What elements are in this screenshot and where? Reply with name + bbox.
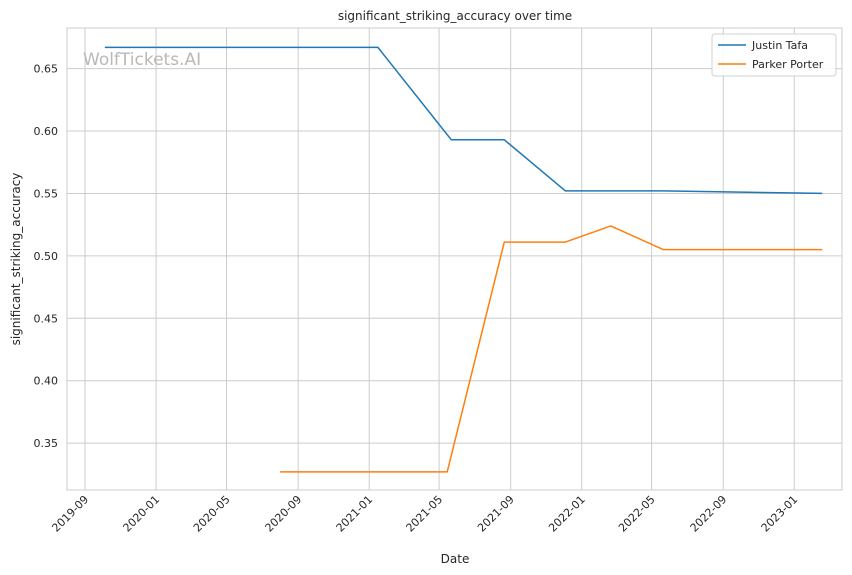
x-tick-label: 2022-09 [688,493,730,535]
x-tick-label: 2021-01 [334,493,376,535]
chart-title: significant_striking_accuracy over time [338,9,572,23]
y-tick-label: 0.65 [34,63,59,76]
series-lines [104,46,823,473]
x-tick-label: 2019-09 [49,493,91,535]
x-axis-label: Date [441,552,470,566]
y-axis-ticks: 0.35 0.40 0.45 0.50 0.55 0.60 0.65 [34,63,59,451]
x-tick-label: 2021-05 [403,493,445,535]
plot-frame [66,27,843,491]
x-tick-label: 2022-05 [616,493,658,535]
x-tick-label: 2020-09 [263,493,305,535]
plot-background [67,28,842,490]
legend: Justin Tafa Parker Porter [711,33,837,77]
x-axis-ticks: 2019-09 2020-01 2020-05 2020-09 2021-01 2021-… [49,493,800,535]
series-line-justin-tafa [104,46,823,195]
y-tick-label: 0.50 [34,250,59,263]
y-tick-label: 0.40 [34,375,59,388]
y-axis-label: significant_striking_accuracy [9,173,23,346]
x-tick-label: 2021-09 [475,493,517,535]
x-tick-label: 2023-01 [759,493,801,535]
y-tick-label: 0.60 [34,125,59,138]
x-tick-label: 2020-05 [191,493,233,535]
y-tick-label: 0.55 [34,187,59,200]
legend-label-parker-porter: Parker Porter [752,58,824,71]
series-line-parker-porter [280,225,823,473]
x-tick-label: 2022-01 [546,493,588,535]
grid-lines [67,28,842,490]
x-tick-label: 2020-01 [121,493,163,535]
watermark: WolfTickets.AI [83,50,201,70]
y-tick-label: 0.45 [34,312,59,325]
y-tick-label: 0.35 [34,437,59,450]
legend-label-justin-tafa: Justin Tafa [751,39,808,52]
